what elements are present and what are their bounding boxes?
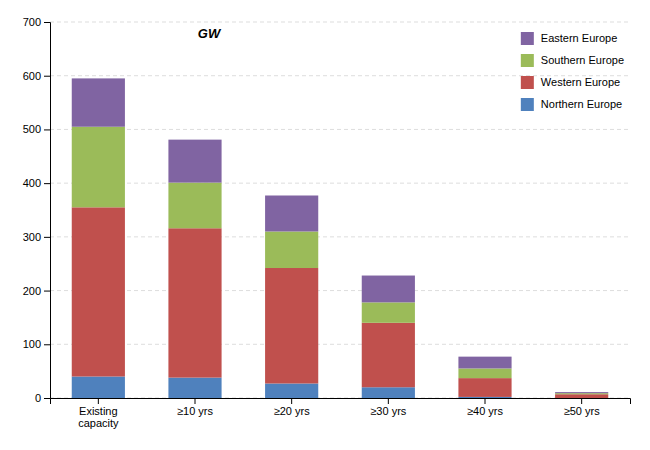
tick-label: 500 — [23, 123, 41, 135]
axis-label: GW — [198, 26, 222, 41]
axis-line — [44, 23, 51, 399]
tick: ≥50 yrs — [564, 398, 600, 417]
series — [72, 78, 609, 393]
tick-label: 200 — [23, 285, 41, 297]
tick: ≥30 yrs — [370, 398, 406, 417]
tick-label: 0 — [35, 392, 41, 404]
legend-item: Western Europe — [521, 76, 620, 89]
grid-line — [50, 129, 630, 130]
bar — [362, 323, 415, 387]
tick: 600 — [23, 70, 50, 82]
legend-label: Southern Europe — [541, 54, 624, 66]
bar — [555, 394, 608, 398]
grid-line — [50, 183, 630, 184]
tick-label: ≥30 yrs — [370, 405, 406, 417]
grid-line — [50, 290, 630, 291]
axis-line — [51, 399, 631, 405]
tick-label: 100 — [23, 338, 41, 350]
bar — [458, 368, 511, 378]
tick-label: 400 — [23, 177, 41, 189]
tick: 200 — [23, 285, 50, 297]
tick-label: ≥40 yrs — [467, 405, 503, 417]
tick: 300 — [23, 231, 50, 243]
tick-label: ≥20 yrs — [274, 405, 310, 417]
bar — [72, 78, 125, 126]
bar — [265, 268, 318, 383]
tick: 500 — [23, 123, 50, 135]
legend-swatch — [521, 98, 534, 111]
legend-item: Northern Europe — [521, 98, 622, 111]
chart: 0 100 200 300 400 500 600 700 Existingcapacity ≥1… — [0, 0, 650, 450]
bar — [458, 378, 511, 397]
legend-swatch — [521, 76, 534, 89]
tick-mark — [44, 76, 50, 77]
tick: 400 — [23, 177, 50, 189]
bar — [555, 392, 608, 393]
tick-mark — [98, 398, 99, 404]
tick-mark — [44, 183, 50, 184]
bar — [265, 195, 318, 231]
bar — [168, 378, 221, 398]
tick: ≥20 yrs — [274, 398, 310, 417]
legend-label: Eastern Europe — [541, 32, 617, 44]
bar — [72, 127, 125, 208]
tick: 700 — [23, 16, 50, 28]
y-axis: 0 100 200 300 400 500 600 700 — [23, 16, 51, 404]
tick-mark — [44, 291, 50, 292]
tick-label: ≥50 yrs — [564, 405, 600, 417]
tick-mark — [44, 129, 50, 130]
plot: 0 100 200 300 400 500 600 700 Existingcapacity ≥1… — [23, 16, 631, 429]
tick-mark — [388, 398, 389, 404]
bar — [362, 302, 415, 322]
bar — [168, 183, 221, 229]
grid-line — [50, 344, 630, 345]
legend-swatch — [521, 54, 534, 67]
series — [72, 127, 609, 394]
bar — [265, 231, 318, 268]
bar — [458, 357, 511, 369]
tick-mark — [485, 398, 486, 404]
legend-item: Eastern Europe — [521, 32, 617, 45]
tick: Existingcapacity — [78, 398, 119, 429]
tick-mark — [44, 237, 50, 238]
bars — [72, 78, 609, 398]
tick-mark — [44, 398, 50, 399]
tick-label: 700 — [23, 16, 41, 28]
tick: 0 — [35, 392, 50, 404]
tick-mark — [44, 344, 50, 345]
bar — [72, 207, 125, 376]
legend-label: Northern Europe — [541, 98, 622, 110]
bar — [72, 377, 125, 398]
bar — [458, 397, 511, 398]
bar — [555, 393, 608, 394]
bar — [168, 228, 221, 377]
grid — [50, 22, 630, 398]
grid-line — [50, 22, 630, 23]
bar — [168, 140, 221, 183]
legend: Eastern Europe Southern Europe Western Eur… — [521, 32, 624, 111]
tick-label: 300 — [23, 231, 41, 243]
series — [72, 207, 609, 398]
tick: ≥10 yrs — [177, 398, 213, 417]
bar — [265, 383, 318, 398]
tick: ≥40 yrs — [467, 398, 503, 417]
tick-mark — [581, 398, 582, 404]
tick-mark — [44, 22, 50, 23]
legend-swatch — [521, 32, 534, 45]
bar — [362, 276, 415, 303]
bar — [362, 387, 415, 398]
tick-mark — [195, 398, 196, 404]
legend-label: Western Europe — [541, 76, 620, 88]
x-axis: Existingcapacity ≥10 yrs ≥20 yrs ≥30 yrs ≥40… — [51, 398, 631, 429]
tick-label: ≥10 yrs — [177, 405, 213, 417]
tick: 100 — [23, 338, 50, 350]
legend-item: Southern Europe — [521, 54, 624, 67]
tick-label: Existingcapacity — [78, 405, 119, 430]
tick-label: 600 — [23, 70, 41, 82]
tick-mark — [291, 398, 292, 404]
grid-line — [50, 236, 630, 237]
